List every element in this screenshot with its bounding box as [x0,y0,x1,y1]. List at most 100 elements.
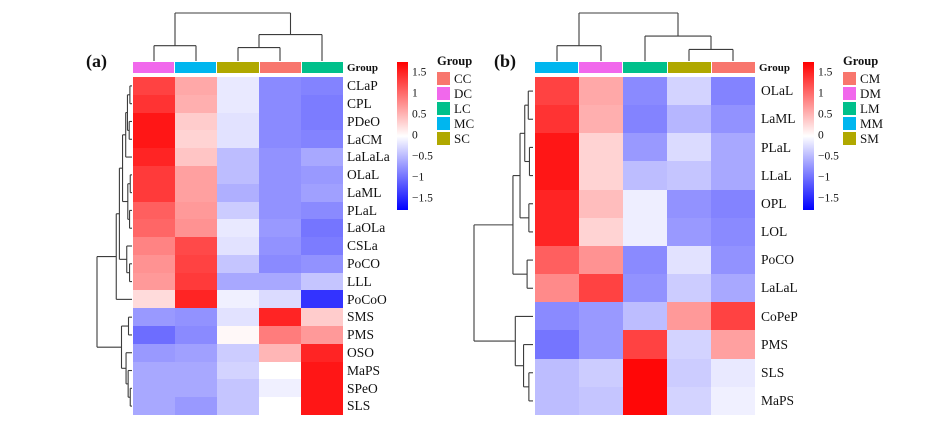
heatmap-cell [175,272,217,291]
heatmap-cell [133,183,175,202]
heatmap-cell [175,361,217,380]
row-label: LaML [761,111,796,127]
heatmap-cell [133,130,175,149]
legend-item-mc: MC [437,116,474,131]
legend-item-lm: LM [843,101,883,116]
row-label: OPL [761,195,787,211]
heatmap-cell [301,254,343,273]
legend-item-cm: CM [843,71,883,86]
heatmap-cell [535,161,579,190]
legend-color-swatch [843,131,856,145]
legend-label: CC [454,70,472,86]
heatmap-cell [301,343,343,362]
annotation-segment-sm [667,62,711,73]
legend-color-swatch [437,116,450,130]
heatmap-cell [535,189,579,218]
heatmap-cell [175,201,217,220]
heatmap-cell [623,358,667,387]
annotation-segment-dm [579,62,623,73]
heatmap-cell [175,130,217,149]
row-label: CPL [347,95,372,111]
heatmap-cell [579,330,623,359]
annotation-bar-title: Group [347,62,378,74]
legend-color-swatch [437,101,450,115]
panel-label-b: (b) [494,51,516,71]
heatmap-cell [301,130,343,149]
heatmap-cell [259,254,301,273]
colorbar-tick-label: −0.5 [412,150,433,163]
row-dendrogram [96,85,132,407]
heatmap-cell [579,386,623,415]
heatmap-cell [133,343,175,362]
heatmap-cell [175,308,217,327]
heatmap-cell [259,290,301,309]
heatmap-cell [301,148,343,166]
annotation-segment-cc [259,62,301,73]
heatmap-cell [711,77,755,106]
heatmap-cell [259,201,301,220]
heatmap-cell [535,274,579,303]
heatmap-cell [623,386,667,415]
heatmap-cell [301,272,343,291]
heatmap-cell [535,330,579,359]
row-label: SLS [761,364,785,380]
heatmap-cell [301,219,343,238]
legend-title: Group [843,54,879,68]
column-dendrogram [153,12,323,61]
heatmap-cell [133,201,175,220]
heatmap-cell [623,302,667,331]
heatmap-cell [579,274,623,303]
heatmap-cell [667,274,711,303]
annotation-bar-title: Group [759,62,790,74]
column-group-annotation-bar [535,62,756,73]
heatmap-cell [217,254,259,273]
heatmap-cell [217,94,259,113]
heatmap-cell [133,254,175,273]
heatmap-cell [711,358,755,387]
heatmap-cell [259,130,301,149]
row-label: PMS [761,336,789,352]
panel-label-a: (a) [86,51,107,71]
annotation-segment-sc [217,62,259,73]
heatmap-grid [535,77,755,415]
row-label: SLS [347,398,371,414]
legend-item-dm: DM [843,86,883,101]
heatmap-cell [133,290,175,309]
heatmap-cell [667,161,711,190]
heatmap-cell [301,326,343,344]
heatmap-cell [667,77,711,106]
heatmap-cell [133,361,175,380]
heatmap-cell [579,302,623,331]
legend-label: DM [860,85,881,101]
annotation-segment-lm [623,62,667,73]
heatmap-cell [175,343,217,362]
heatmap-cell [259,343,301,362]
heatmap-cell [217,77,259,95]
heatmap-cell [259,77,301,95]
heatmap-cell [623,77,667,106]
heatmap-cell [217,237,259,255]
row-label: PoCO [347,256,381,272]
colorbar-tick-label: 0 [818,129,824,142]
heatmap-cell [711,189,755,218]
colorbar-tick-label: −1.5 [818,192,839,205]
heatmap-cell [259,272,301,291]
legend-label: LM [860,100,880,116]
colorbar-tick-label: −1 [818,171,831,184]
heatmap-cell [217,326,259,344]
heatmap-cell [175,237,217,255]
heatmap-cell [667,133,711,162]
heatmap-cell [711,245,755,275]
heatmap-cell [579,133,623,162]
heatmap-cell [667,245,711,275]
colorbar-tick-label: 0 [412,129,418,142]
colorbar-tick-label: −1.5 [412,192,433,205]
heatmap-cell [623,105,667,134]
row-label: LaCM [347,131,383,147]
heatmap-cell [133,219,175,238]
row-label: LaML [347,184,382,200]
heatmap-cell [259,326,301,344]
heatmap-cell [535,105,579,134]
heatmap-cell [217,272,259,291]
heatmap-cell [711,330,755,359]
